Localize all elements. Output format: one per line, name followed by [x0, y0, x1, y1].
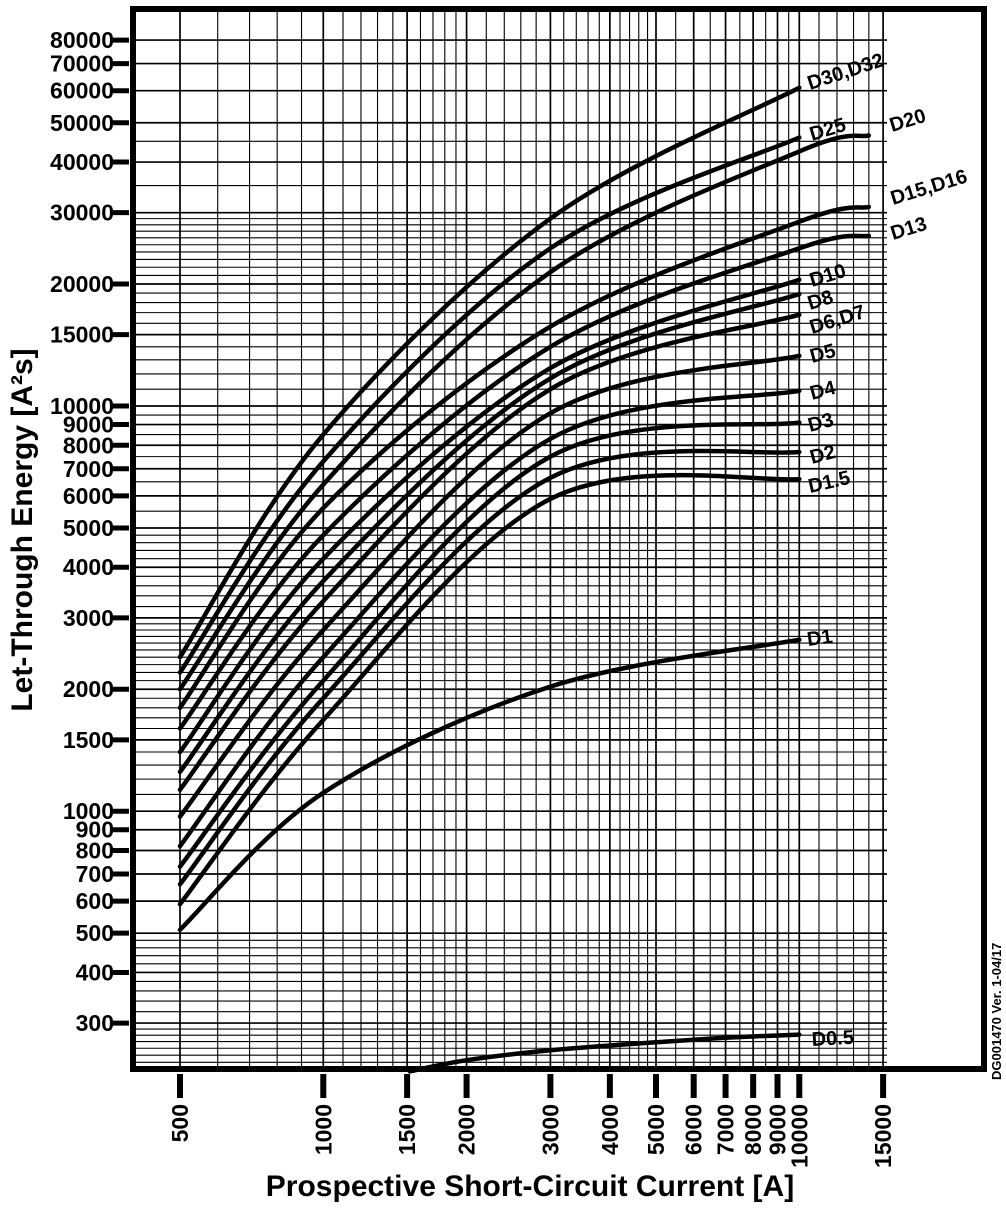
curve-d1-5-label: D1.5 — [806, 467, 852, 498]
x-tick-label: 2000 — [454, 1104, 480, 1155]
curve-d1-5 — [177, 472, 802, 907]
y-tick-label: 1000 — [63, 798, 114, 824]
x-tick-label: 4000 — [597, 1104, 623, 1155]
y-tick-label: 40000 — [50, 149, 114, 175]
curve-d15-d16-label: D15,D16 — [888, 166, 970, 210]
y-tick-label: 600 — [76, 888, 114, 914]
curve-d3-label: D3 — [806, 409, 836, 437]
y-tick-label: 30000 — [50, 200, 114, 226]
axis-ticks — [111, 37, 887, 1098]
curve-d25 — [177, 135, 802, 675]
y-tick-label: 20000 — [50, 271, 114, 297]
x-tick-label: 500 — [167, 1104, 193, 1142]
curve-d8 — [177, 291, 802, 775]
y-tick-label: 2000 — [63, 676, 114, 702]
curve-d4 — [177, 388, 802, 849]
x-tick-label: 1000 — [310, 1104, 336, 1155]
x-tick-label: 3000 — [537, 1104, 563, 1155]
x-tick-label: 9000 — [765, 1104, 791, 1155]
plot-border-rect — [130, 6, 987, 1072]
y-tick-label: 400 — [76, 959, 114, 985]
grid-major-lines — [133, 9, 887, 1069]
y-tick-label: 50000 — [50, 110, 114, 136]
y-tick-label: 10000 — [50, 393, 114, 419]
y-tick-label: 60000 — [50, 78, 114, 104]
y-tick-label: 80000 — [50, 27, 114, 53]
curve-d30-d32 — [177, 85, 802, 660]
y-tick-label: 800 — [76, 837, 114, 863]
curve-d3 — [177, 420, 802, 869]
y-tick-label: 70000 — [50, 51, 114, 77]
curve-d6-d7 — [177, 312, 802, 792]
x-tick-label: 10000 — [786, 1104, 812, 1168]
y-tick-label: 15000 — [50, 322, 114, 348]
curve-d5-label: D5 — [808, 340, 838, 368]
curve-d1 — [177, 637, 802, 932]
y-tick-label: 500 — [76, 920, 114, 946]
x-tick-label: 5000 — [643, 1104, 669, 1155]
y-tick-label: 7000 — [63, 456, 114, 482]
y-tick-label: 700 — [76, 861, 114, 887]
curve-d15-d16 — [177, 204, 872, 711]
curve-d1-label: D1 — [806, 626, 834, 651]
x-tick-label: 6000 — [681, 1104, 707, 1155]
y-tick-label: 3000 — [63, 605, 114, 631]
curve-d0-5 — [407, 1032, 802, 1074]
document-version-text: DG001470 Ver. 1-04/17 — [989, 943, 1004, 1080]
curve-d13 — [177, 233, 872, 731]
x-tick-label: 7000 — [713, 1104, 739, 1155]
curve-d20 — [177, 133, 872, 692]
fuse-curves — [177, 85, 872, 1074]
x-tick-label: 8000 — [740, 1104, 766, 1155]
y-axis-title: Let-Through Energy [A²s] — [6, 348, 39, 711]
curve-d10 — [177, 277, 802, 755]
y-tick-label: 300 — [76, 1010, 114, 1036]
x-tick-label: 1500 — [394, 1104, 420, 1155]
y-tick-label: 1500 — [63, 727, 114, 753]
curve-d20-label: D20 — [887, 105, 929, 137]
axis-tick-labels: 3004005006007008009001000150020003000400… — [50, 27, 896, 1168]
y-tick-label: 9000 — [63, 412, 114, 438]
curve-d4-label: D4 — [808, 377, 839, 405]
y-tick-label: 5000 — [63, 515, 114, 541]
y-tick-label: 6000 — [63, 483, 114, 509]
curve-d0-5-label: D0.5 — [811, 1027, 854, 1051]
curve-d2 — [177, 448, 802, 887]
x-axis-title: Prospective Short-Circuit Current [A] — [266, 1170, 794, 1203]
x-tick-label: 15000 — [870, 1104, 896, 1168]
y-tick-label: 8000 — [63, 432, 114, 458]
y-tick-label: 900 — [76, 817, 114, 843]
y-tick-label: 4000 — [63, 554, 114, 580]
curve-d30-d32-label: D30,D32 — [805, 49, 887, 94]
plot-border — [130, 6, 987, 1072]
curve-d5 — [177, 353, 802, 819]
curve-d13-label: D13 — [888, 213, 930, 245]
grid-minor-lines — [133, 9, 887, 1071]
axis-titles: Prospective Short-Circuit Current [A] Let… — [6, 348, 1004, 1203]
